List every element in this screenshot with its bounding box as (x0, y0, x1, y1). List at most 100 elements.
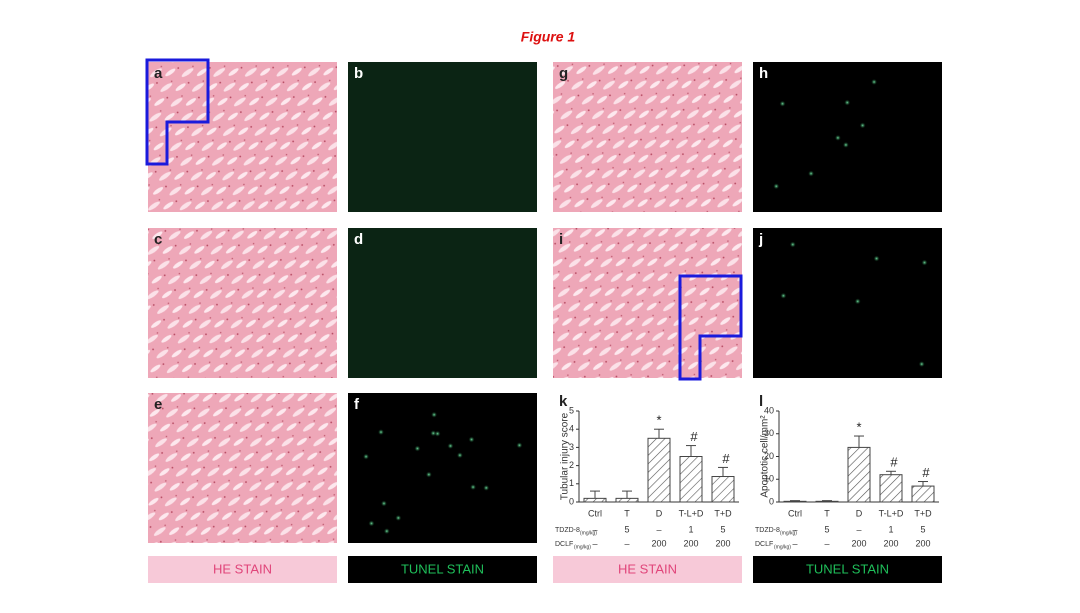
bar (911, 485, 935, 503)
tunel-image (753, 62, 942, 212)
highlight-outline (145, 58, 210, 166)
y-tick-label: 4 (569, 424, 574, 434)
tunel-dot (395, 514, 402, 521)
y-tick-label: 2 (569, 460, 574, 470)
stain-banner (553, 556, 742, 583)
dose-value: – (792, 524, 797, 534)
annotation: # (722, 451, 730, 466)
annotation: # (922, 465, 930, 480)
tunel-dot (844, 99, 851, 106)
tunel-dot (516, 442, 523, 449)
annotation: * (656, 413, 661, 428)
stain-banner (148, 556, 337, 583)
panel-label: l (759, 393, 763, 410)
stain-label: TUNEL STAIN (806, 561, 889, 576)
dose-row-unit: (mg/kg) (580, 530, 597, 536)
dose-value: 1 (888, 524, 893, 534)
tunel-dot (447, 442, 454, 449)
figure-title: Figure 1 (521, 29, 576, 45)
tunel-image (348, 393, 537, 543)
tunel-dot (921, 259, 928, 266)
dose-value: 200 (715, 538, 730, 548)
he-image (553, 228, 742, 378)
dose-value: 5 (824, 524, 829, 534)
y-tick-label: 0 (569, 496, 574, 506)
he-image (148, 393, 337, 543)
tunel-dot (363, 453, 370, 460)
tunel-dot (431, 411, 438, 418)
dose-value: 200 (683, 538, 698, 548)
dose-value: – (592, 538, 597, 548)
tunel-dot (383, 528, 390, 535)
stain-label: TUNEL STAIN (401, 561, 484, 576)
y-tick-label: 1 (569, 478, 574, 488)
panel-label: c (154, 231, 162, 248)
tunel-dot (368, 520, 375, 527)
tunel-dot (859, 122, 866, 129)
dose-value: 5 (720, 524, 725, 534)
tunel-dot (483, 484, 490, 491)
dose-row-label: TDZD-8 (555, 527, 580, 534)
tunel-dot (425, 471, 432, 478)
bar (815, 500, 839, 503)
panel-label: k (559, 393, 568, 410)
bar (847, 446, 871, 503)
tunel-image (348, 228, 537, 378)
tunel-dot (456, 452, 463, 459)
annotation: * (856, 419, 861, 434)
dose-value: – (824, 538, 829, 548)
x-tick-label: T (624, 508, 630, 518)
bar (711, 476, 735, 503)
panel-label: j (758, 231, 763, 248)
tunel-dot (854, 298, 861, 305)
tunel-dot (780, 292, 787, 299)
dose-value: – (792, 538, 797, 548)
stain-banner (753, 556, 942, 583)
y-tick-label: 5 (569, 405, 574, 415)
stain-label: HE STAIN (618, 561, 677, 576)
tunel-dot (380, 500, 387, 507)
dose-value: 200 (915, 538, 930, 548)
tunel-image (348, 62, 537, 212)
tunel-dot (434, 430, 441, 437)
panel-label: h (759, 65, 768, 82)
x-tick-label: D (656, 508, 663, 518)
dose-value: 5 (920, 524, 925, 534)
panel-label: e (154, 396, 162, 413)
dose-row-label: DCLF (755, 541, 773, 548)
dose-row-unit: (mg/kg) (774, 544, 791, 550)
panel-label: i (559, 231, 563, 248)
x-tick-label: Ctrl (588, 508, 602, 518)
tunel-image (753, 228, 942, 378)
dose-value: – (592, 524, 597, 534)
dose-value: 200 (851, 538, 866, 548)
x-tick-label: T+D (714, 508, 732, 518)
tunel-dot (779, 100, 786, 107)
x-tick-label: Ctrl (788, 508, 802, 518)
dose-value: – (656, 524, 661, 534)
bar (783, 500, 807, 503)
highlight-outline (678, 274, 743, 381)
dose-row-label: TDZD-8 (755, 527, 780, 534)
panel-label: d (354, 231, 363, 248)
panel-label: a (154, 65, 163, 82)
bar (647, 437, 671, 503)
tunel-dot (414, 445, 421, 452)
tunel-dot (789, 241, 796, 248)
dose-value: 200 (883, 538, 898, 548)
tunel-dot (470, 484, 477, 491)
y-tick-label: 30 (764, 428, 774, 438)
tunel-dot (842, 141, 849, 148)
y-tick-label: 40 (764, 405, 774, 415)
bar (583, 497, 607, 503)
dose-row-unit: (mg/kg) (780, 530, 797, 536)
dose-value: – (624, 538, 629, 548)
y-axis-label: Tubular injury score (560, 412, 571, 500)
tunel-dot (808, 170, 815, 177)
dose-row-label: DCLF (555, 541, 573, 548)
panel-label: b (354, 65, 363, 82)
tunel-dot (871, 78, 878, 85)
dose-value: 1 (688, 524, 693, 534)
